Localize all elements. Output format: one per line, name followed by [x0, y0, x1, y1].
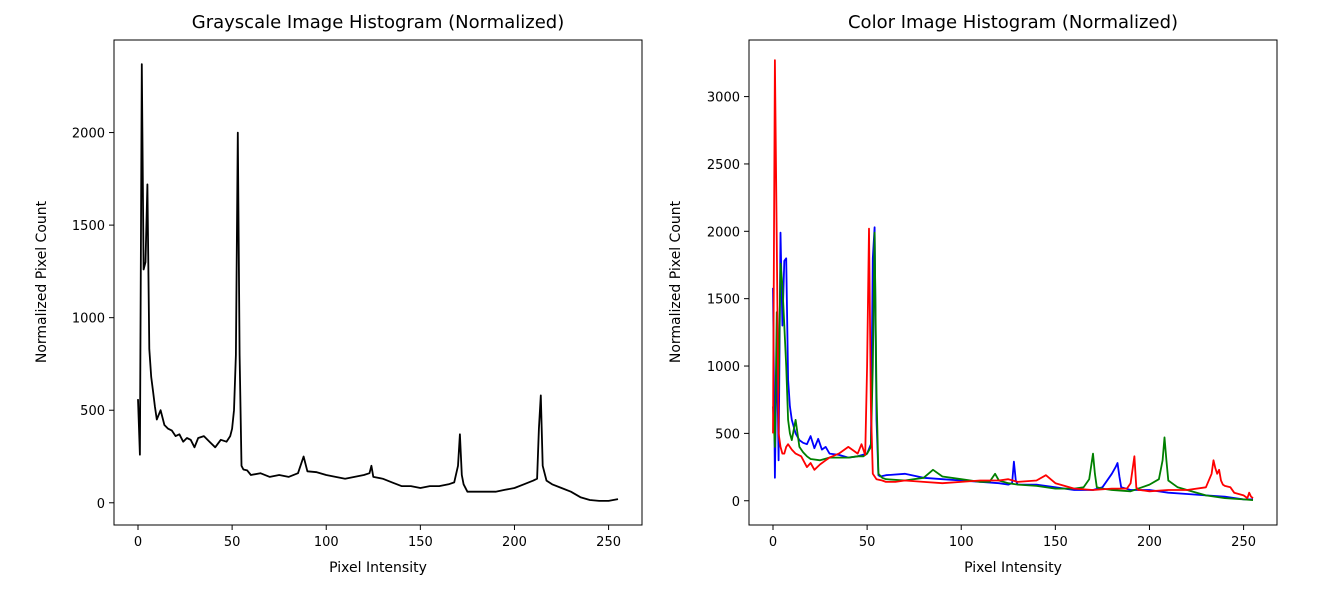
grayscale-x-tick-label: 150	[408, 535, 433, 550]
color-chart-title: Color Image Histogram (Normalized)	[848, 12, 1178, 33]
color-x-tick-label: 0	[769, 535, 777, 550]
grayscale-x-tick-label: 0	[134, 535, 142, 550]
grayscale-x-tick-label: 250	[596, 535, 621, 550]
grayscale-y-tick-label: 1500	[72, 219, 105, 234]
grayscale-y-tick-label: 2000	[72, 127, 105, 142]
grayscale-y-tick-label: 0	[97, 497, 105, 512]
color-chart-ylabel: Normalized Pixel Count	[668, 200, 684, 363]
color-y-tick-label: 2000	[707, 225, 740, 240]
color-y-tick-label: 0	[732, 495, 740, 510]
color-blue-line	[772, 226, 1253, 501]
color-x-tick-label: 200	[1137, 535, 1162, 550]
grayscale-x-tick-label: 100	[314, 535, 339, 550]
color-green-line	[772, 231, 1254, 501]
grayscale-chart-ylabel: Normalized Pixel Count	[34, 200, 50, 363]
color-histogram-chart: Color Image Histogram (Normalized) Pixel…	[668, 12, 1278, 576]
grayscale-y-tick-label: 1000	[72, 312, 105, 327]
color-chart-series	[772, 59, 1254, 501]
grayscale-chart-plot-frame	[113, 39, 643, 526]
grayscale-x-tick-label: 50	[224, 535, 241, 550]
color-chart-xlabel: Pixel Intensity	[964, 560, 1062, 576]
color-y-tick-label: 2500	[707, 158, 740, 173]
grayscale-chart-xlabel: Pixel Intensity	[329, 560, 427, 576]
grayscale-chart-title: Grayscale Image Histogram (Normalized)	[192, 12, 564, 33]
color-chart-x-axis: 0 50 100 150 200 250	[769, 525, 1256, 550]
color-chart-plot-frame	[748, 39, 1278, 526]
grayscale-chart-series	[137, 63, 619, 502]
color-red-line	[772, 59, 1254, 500]
grayscale-chart-x-axis: 0 50 100 150 200 250	[134, 525, 621, 550]
color-x-tick-label: 100	[949, 535, 974, 550]
grayscale-black-line	[137, 63, 619, 502]
color-y-tick-label: 1500	[707, 293, 740, 308]
grayscale-histogram-chart: Grayscale Image Histogram (Normalized) P…	[34, 12, 643, 576]
color-y-tick-label: 3000	[707, 91, 740, 106]
grayscale-y-tick-label: 500	[80, 404, 105, 419]
color-x-tick-label: 50	[859, 535, 876, 550]
color-y-tick-label: 1000	[707, 360, 740, 375]
color-x-tick-label: 150	[1043, 535, 1068, 550]
grayscale-chart-y-axis: 0 500 1000 1500 2000	[72, 127, 114, 512]
color-x-tick-label: 250	[1231, 535, 1256, 550]
grayscale-x-tick-label: 200	[502, 535, 527, 550]
color-chart-y-axis: 0 500 1000 1500 2000 2500 3000	[707, 91, 749, 510]
color-y-tick-label: 500	[715, 427, 740, 442]
